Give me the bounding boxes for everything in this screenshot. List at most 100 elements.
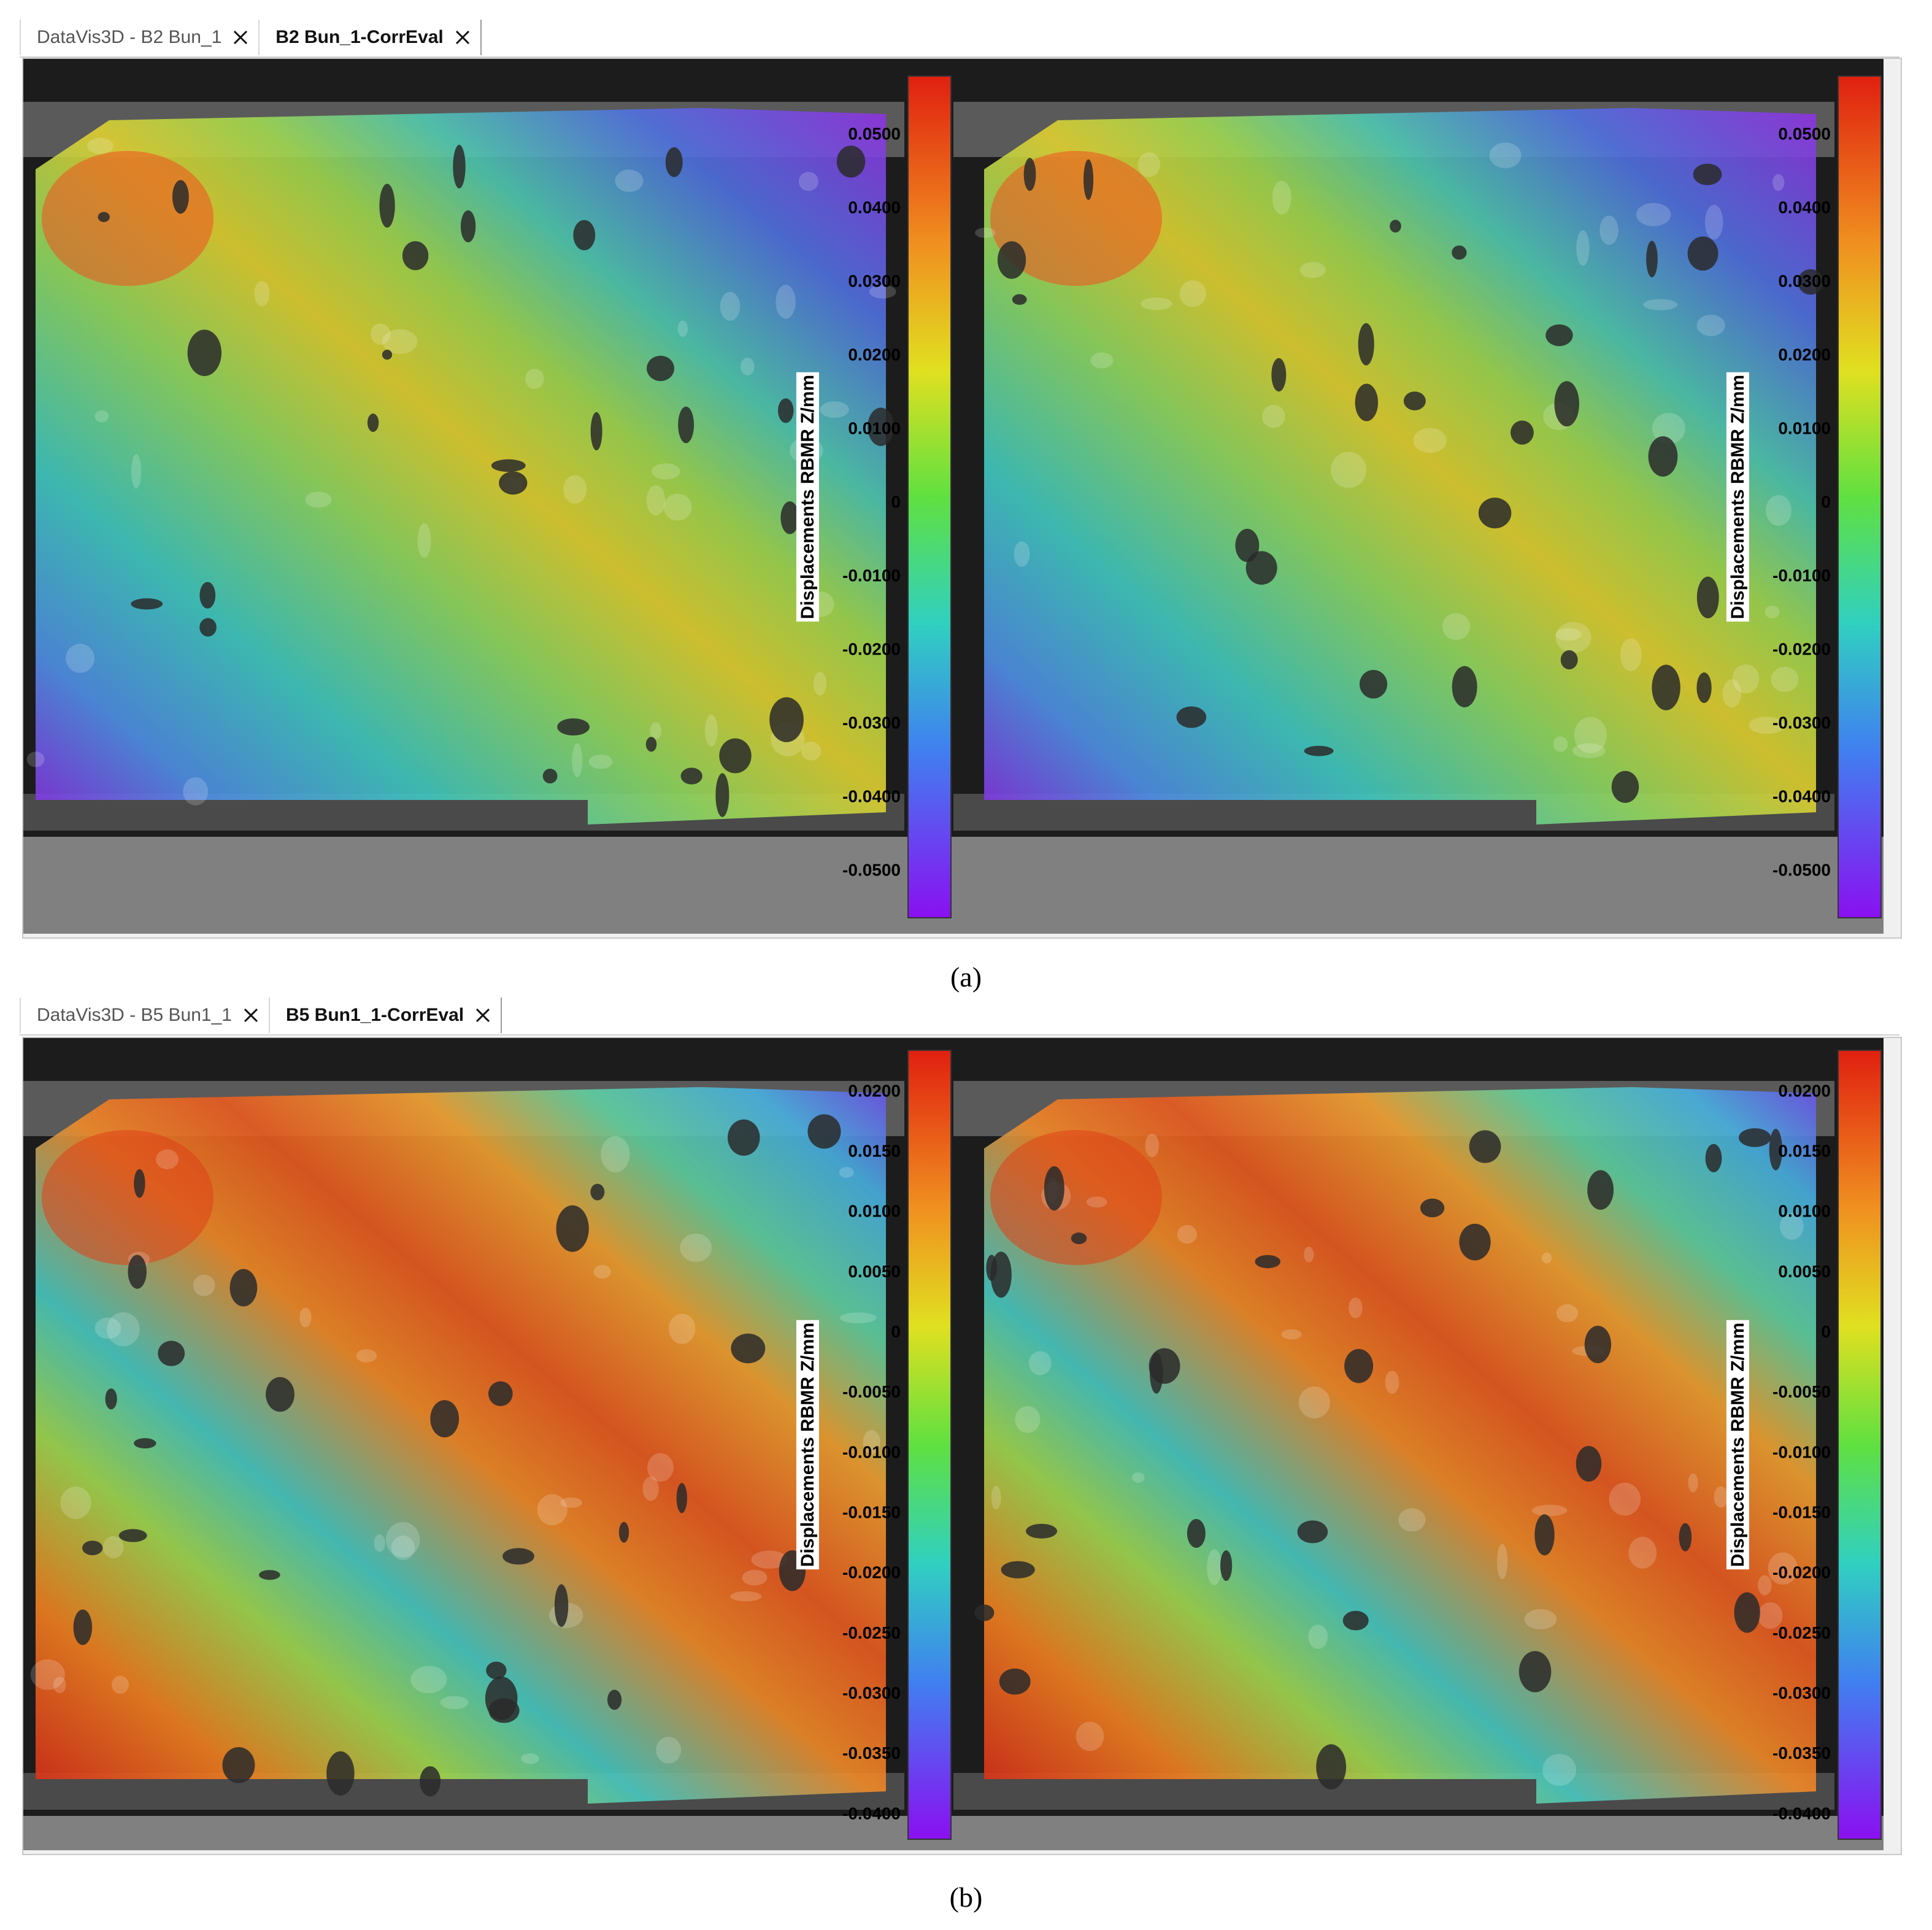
speckle-hole [1071,1232,1087,1245]
speckle-hole [131,598,163,610]
colorbar-tick-label: 0 [1821,492,1831,511]
close-tab-button[interactable] [474,1006,492,1025]
close-tab-button[interactable] [231,28,250,47]
speckle-light [1749,717,1785,734]
speckle-light [356,1349,377,1363]
speckle-light [593,1264,611,1279]
close-tab-button[interactable] [453,28,472,47]
colorbar [907,1050,952,1840]
colorbar-label: Displacements RBMR Z/mm [1728,1323,1748,1567]
speckle-light [66,644,94,673]
speckle-light [1442,613,1471,640]
displacement-field [984,108,1816,825]
speckle-light [1771,666,1799,693]
speckle-light [801,741,822,761]
speckle-light [1576,230,1590,266]
speckle-light [417,523,431,558]
speckle-hole [1518,1651,1552,1693]
speckle-hole [554,1584,569,1627]
speckle-light [646,485,666,516]
speckle-light [1758,1575,1772,1596]
hot-spot [990,1130,1162,1265]
colorbar-tick-label: -0.0300 [1772,713,1831,732]
colorbar-label-background [1726,1320,1749,1570]
speckle-light [391,1536,415,1560]
tab[interactable]: DataVis3D - B5 Bun1_1 [20,998,269,1033]
speckle-light [1732,664,1760,694]
speckle-light [1541,1252,1552,1264]
speckle-hole [172,180,189,214]
speckle-light [1652,412,1685,444]
speckle-hole [105,1388,117,1410]
close-tab-button[interactable] [242,1006,260,1025]
speckle-hole [222,1747,255,1783]
speckle-hole [665,147,683,177]
speckle-light [1555,621,1591,653]
speckle-light [385,1521,420,1558]
speckle-hole [1587,1170,1614,1210]
speckle-hole [420,1766,441,1797]
speckle-light [30,1659,65,1690]
colorbar-tick-label: 0.0200 [1778,345,1831,364]
colorbar-tick-label: 0.0150 [1778,1142,1831,1161]
speckle-hole [499,471,528,495]
speckle-hole [1149,1348,1180,1384]
speckle-light [374,1534,385,1552]
speckle-light [1714,1486,1728,1508]
speckle-hole [491,459,526,472]
speckle-light [156,1149,179,1170]
speckle-hole [134,1438,156,1449]
speckle-hole [1297,1520,1328,1544]
close-icon [234,30,248,45]
speckle-hole [1026,1523,1058,1539]
speckle-light [183,777,209,805]
tab[interactable]: B2 Bun_1-CorrEval [258,20,482,55]
speckle-hole [556,1205,589,1252]
speckle-hole [485,1676,518,1720]
speckle-hole [382,349,393,360]
viewer-frame: 0.0200 0.0150 0.0100 0.0050 0 -0.0050 -0.0100 -… [22,1037,1902,1855]
speckle-light [1766,494,1792,526]
colorbar-tick-label: -0.0050 [842,1382,901,1401]
speckle-hole [1534,1514,1555,1556]
tab[interactable]: B5 Bun1_1-CorrEval [268,998,502,1033]
speckle-light [94,410,109,423]
colorbar-tick-label: -0.0300 [842,713,901,732]
close-icon [244,1008,258,1023]
speckle-hole [607,1690,622,1710]
speckle-light [839,1312,877,1323]
colorbar-label-background [796,1320,819,1570]
speckle-hole [134,1169,145,1198]
speckle-hole [1511,420,1534,445]
speckle-light [1542,1753,1577,1786]
colorbar-tick-label: -0.0400 [842,786,901,805]
speckle-hole [1739,1128,1771,1147]
colorbar-tick-label: -0.0100 [842,566,901,585]
speckle-hole [997,241,1026,279]
hot-spot [42,151,214,286]
speckle-light [1722,679,1742,708]
colorbar-tick-label: -0.0200 [1772,639,1831,658]
speckle-light [1304,1246,1314,1263]
speckle-hole [1001,1561,1035,1578]
tab-label: DataVis3D - B5 Bun1_1 [37,1005,232,1025]
tab[interactable]: DataVis3D - B2 Bun_1 [20,20,258,55]
panel: DataVis3D - B2 Bun_1 B2 Bun_1-CorrEval 0.0… [0,18,1932,998]
speckle-light [775,285,796,319]
speckle-hole [1271,358,1287,392]
speckle-hole [1304,745,1334,756]
colorbar-tick-label: -0.0100 [1772,1442,1831,1461]
speckle-hole [326,1751,355,1796]
speckle-light [1696,314,1725,336]
speckle-light [730,1591,762,1602]
speckle-hole [1693,163,1722,185]
speckle-hole [769,697,804,742]
speckle-hole [1220,1550,1233,1581]
colorbar-tick-label: -0.0100 [842,1442,901,1461]
speckle-light [1298,1386,1330,1419]
colorbar-tick-label: 0.0100 [848,418,901,437]
speckle-light [525,368,544,390]
speckle-hole [259,1570,280,1580]
speckle-light [1145,1134,1160,1158]
speckle-light [1179,280,1206,307]
